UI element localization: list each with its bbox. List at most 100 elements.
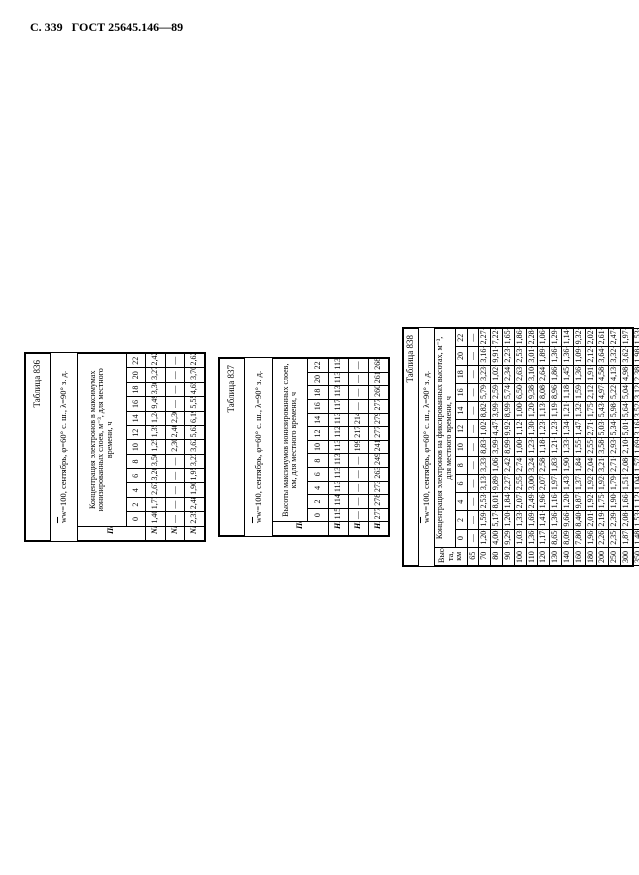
table-row: 65———————————— (467, 329, 479, 566)
data-cell: 1,66+11 (620, 493, 632, 511)
param-cell: HME (328, 522, 348, 536)
data-cell: 1,00+11 (514, 438, 526, 456)
data-cell: 3,62+11 (185, 440, 205, 454)
data-cell: 113 (328, 454, 348, 468)
col-header: 10 (308, 440, 328, 454)
data-cell: 1,23+11 (538, 420, 550, 438)
data-cell: 1,89+11 (538, 347, 550, 365)
data-cell: 2,08+11 (620, 456, 632, 474)
height-cell: 100 (514, 547, 526, 565)
data-cell: 2,07+11 (514, 493, 526, 511)
data-cell: 8,99+10 (503, 438, 515, 456)
data-cell: 2,23+11 (503, 347, 515, 365)
data-cell: 8,09+10 (562, 529, 574, 547)
data-cell: 277 (368, 427, 388, 441)
data-cell: 2,59+10 (491, 383, 503, 401)
table-row: HMF2277278273263249241277279277260261268 (368, 359, 388, 536)
data-cell: 273 (368, 481, 388, 495)
data-cell: 6,19+11 (185, 411, 205, 425)
data-cell: 1,36+11 (550, 347, 562, 365)
data-cell: 263 (368, 467, 388, 481)
data-cell: 5,34+11 (609, 420, 621, 438)
table-row: 3001,87+112,08+111,66+111,51+112,08+112,… (620, 329, 632, 566)
data-cell: 9,32+10 (573, 329, 585, 347)
data-cell: 5,04+11 (620, 383, 632, 401)
data-cell: 2,34+11 (503, 365, 515, 383)
data-cell: 1,53+11 (632, 329, 639, 347)
data-cell: 2,55+11 (514, 474, 526, 492)
data-cell: 2,38+11 (632, 365, 639, 383)
col-header: 22 (126, 354, 146, 369)
col-header-row-c: 0246810121416182022 (455, 329, 467, 566)
data-cell: 4,65+11 (185, 382, 205, 396)
subtitle-a: Концентрация электронов в максимумах ион… (77, 354, 126, 527)
data-cell: 1,02+11 (491, 365, 503, 383)
data-cell: 249 (368, 454, 388, 468)
data-cell: 1,35+11 (146, 426, 166, 440)
data-cell: — (348, 481, 368, 495)
data-cell: 1,98+11 (632, 347, 639, 365)
col-header: 6 (455, 474, 467, 492)
data-cell: 114 (328, 495, 348, 509)
data-cell: 7,80+10 (573, 529, 585, 547)
col-header: 14 (126, 411, 146, 425)
data-cell: 2,12+11 (585, 383, 597, 401)
data-cell: 4,13+11 (609, 365, 621, 383)
data-cell: 2,07+11 (538, 474, 550, 492)
table-row: 804,00+105,17+108,01+109,89+101,06+113,9… (491, 329, 503, 566)
data-cell: 1,43+11 (562, 474, 574, 492)
data-cell: 5,17+10 (491, 511, 503, 529)
col-header: 12 (126, 426, 146, 440)
table-row: 2002,26+112,19+111,75+111,92+113,21+113,… (597, 329, 609, 566)
data-cell: 2,27+11 (503, 474, 515, 492)
data-cell: 1,90+11 (609, 493, 621, 511)
data-cell: 9,92+10 (503, 420, 515, 438)
data-cell: 3,64+11 (597, 347, 609, 365)
table-label-a: Таблица 836 (26, 354, 51, 541)
col-header: 16 (126, 397, 146, 411)
table-row: NMF22,35+112,48+111,90+111,95+113,22+113… (185, 354, 205, 541)
height-cell: 65 (467, 547, 479, 565)
data-cell: 2,71+11 (585, 420, 597, 438)
data-cell: 2,04+11 (585, 456, 597, 474)
col-header: 8 (126, 454, 146, 468)
table-label-b: Таблица 837 (220, 359, 245, 536)
param-cell: NME (146, 526, 166, 540)
data-cell: 8,40+10 (573, 511, 585, 529)
data-cell: 4,47+10 (491, 420, 503, 438)
data-cell: 3,33+10 (479, 456, 491, 474)
data-cell: 1,19+11 (550, 402, 562, 420)
data-cell: 113 (328, 413, 348, 427)
col-header: 0 (308, 508, 328, 522)
data-cell: 1,12+11 (514, 420, 526, 438)
data-cell: 2,64+11 (538, 365, 550, 383)
data-cell: 1,69+11 (632, 438, 639, 456)
data-cell: 113 (328, 467, 348, 481)
data-cell: 2,30+11 (165, 440, 185, 454)
param-cell: NMF2 (185, 526, 205, 540)
table-row: 701,20+101,59+102,53+103,13+103,33+108,8… (479, 329, 491, 566)
data-cell: 1,92+11 (597, 474, 609, 492)
data-cell: 2,28+11 (526, 329, 538, 347)
data-cell: 1,17+11 (538, 529, 550, 547)
data-cell: 3,22+11 (185, 454, 205, 468)
data-cell: 2,10+11 (620, 438, 632, 456)
data-cell: 1,03+11 (514, 529, 526, 547)
data-cell: 4,98+11 (620, 365, 632, 383)
data-cell: — (165, 512, 185, 526)
data-cell: — (348, 467, 368, 481)
data-cell: 2,61+11 (597, 329, 609, 347)
data-cell: 2,62+11 (185, 354, 205, 369)
table-row: 1001,03+111,33+112,07+112,55+112,74+111,… (514, 329, 526, 566)
data-cell: 1,97+11 (620, 329, 632, 347)
col-header-row-a: 0246810121416182022 (126, 354, 146, 541)
data-cell: 1,92+11 (585, 493, 597, 511)
data-cell: 3,16+10 (479, 347, 491, 365)
data-cell: 1,45+11 (562, 365, 574, 383)
height-cell: 160 (573, 547, 585, 565)
col-header: 18 (126, 382, 146, 396)
data-cell: 2,02+11 (585, 329, 597, 347)
subtitle-b: Высоты максимумов ионизированных слоев, … (273, 359, 308, 522)
data-cell: 5,62+11 (185, 426, 205, 440)
data-cell: — (165, 454, 185, 468)
